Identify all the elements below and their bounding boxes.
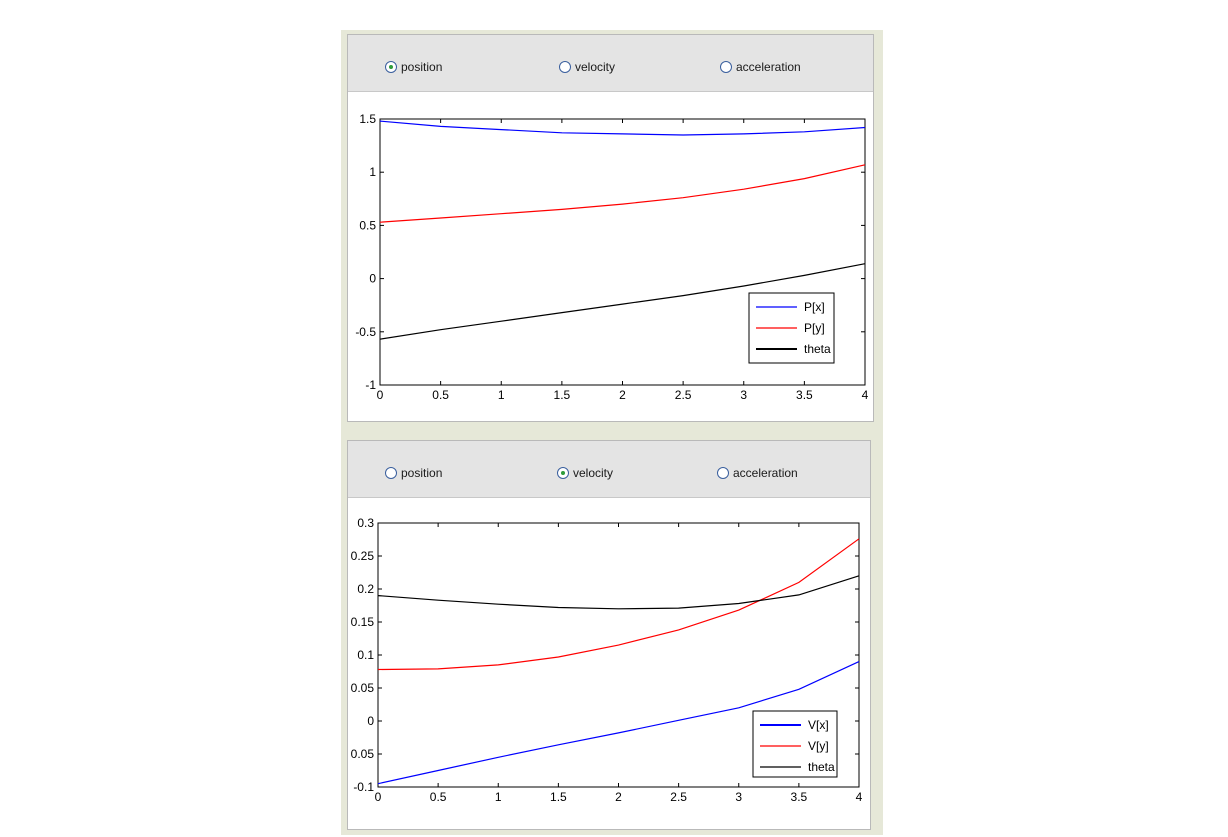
x-tick-label: 3.5: [791, 790, 808, 804]
series-line-v-y: [377, 538, 860, 671]
y-tick-label: 0: [367, 714, 374, 728]
position-chart: 0 0.5 1 1.5 2 2.5 3 3.5 4 -1 -0.5 0 0.5 1 1.5 P[x] P[y] t…: [355, 112, 869, 402]
legend-label: P[y]: [804, 321, 825, 335]
y-tick-label: -0.5: [355, 325, 376, 339]
series-line-theta: [377, 575, 860, 610]
velocity-chart: 0 0.5 1 1.5 2 2.5 3 3.5 4 -0.1 0.05 0 0.05 0.1 0.15 0.2…: [351, 516, 863, 804]
velocity-radio-label: velocity: [575, 60, 616, 74]
legend-box: [752, 710, 838, 778]
radio-circle-icon: [385, 61, 397, 73]
x-tick-label: 2.5: [675, 388, 692, 402]
legend-label: theta: [808, 760, 835, 774]
position-plot-panel: position velocity acceleration 0 0.5 1 1.5 2…: [347, 34, 874, 422]
y-tick-label: 0.1: [357, 648, 374, 662]
radio-circle-icon: [385, 467, 397, 479]
x-tick-label: 2.5: [670, 790, 687, 804]
x-tick-label: 1: [498, 388, 505, 402]
series-line-p-x: [379, 120, 866, 136]
y-tick-label: 0.15: [351, 615, 375, 629]
y-tick-label: 0: [369, 272, 376, 286]
x-tick-label: 1: [495, 790, 502, 804]
y-tick-label: 0.05: [351, 747, 375, 761]
x-tick-label: 4: [856, 790, 863, 804]
y-tick-label: 0.05: [351, 681, 375, 695]
x-tick-label: 3: [740, 388, 747, 402]
series-line-v-x: [377, 661, 860, 785]
x-tick-label: 0: [375, 790, 382, 804]
y-tick-label: 0.2: [357, 582, 374, 596]
x-tick-label: 0.5: [432, 388, 449, 402]
legend-label: V[x]: [808, 718, 829, 732]
y-tick-label: 0.25: [351, 549, 375, 563]
velocity-plot-panel: position velocity acceleration 0 0.5 1 1.5 2…: [347, 440, 871, 830]
x-tick-label: 2: [615, 790, 622, 804]
y-tick-label: 1: [369, 165, 376, 179]
plot-mode-radio-group: position velocity acceleration: [348, 35, 873, 92]
x-tick-label: 0: [377, 388, 384, 402]
position-radio[interactable]: position: [385, 465, 442, 481]
velocity-radio-label: velocity: [573, 466, 614, 480]
radio-circle-icon: [557, 467, 569, 479]
y-tick-label: 1.5: [359, 112, 376, 126]
position-radio-label: position: [401, 466, 443, 480]
x-tick-label: 1.5: [554, 388, 571, 402]
x-tick-label: 3: [735, 790, 742, 804]
x-tick-label: 1.5: [550, 790, 567, 804]
y-tick-label: 0.5: [359, 218, 376, 232]
y-tick-label: -0.1: [353, 780, 374, 794]
y-tick-label: -1: [365, 378, 376, 392]
radio-circle-icon: [559, 61, 571, 73]
legend-label: theta: [804, 342, 831, 356]
x-tick-label: 0.5: [430, 790, 447, 804]
velocity-radio[interactable]: velocity: [557, 465, 613, 481]
series-line-theta: [379, 263, 866, 340]
acceleration-radio[interactable]: acceleration: [717, 465, 798, 481]
y-tick-label: 0.3: [357, 516, 374, 530]
plot-mode-radio-group: position velocity acceleration: [348, 441, 870, 498]
acceleration-radio-label: acceleration: [736, 60, 801, 74]
legend-label: P[x]: [804, 300, 825, 314]
x-tick-label: 4: [862, 388, 869, 402]
radio-circle-icon: [717, 467, 729, 479]
x-tick-label: 3.5: [796, 388, 813, 402]
acceleration-radio[interactable]: acceleration: [720, 59, 801, 75]
radio-circle-icon: [720, 61, 732, 73]
x-tick-label: 2: [619, 388, 626, 402]
velocity-radio[interactable]: velocity: [559, 59, 615, 75]
position-radio-label: position: [401, 60, 443, 74]
legend-label: V[y]: [808, 739, 829, 753]
position-radio[interactable]: position: [385, 59, 442, 75]
acceleration-radio-label: acceleration: [733, 466, 798, 480]
series-line-p-y: [379, 164, 866, 223]
